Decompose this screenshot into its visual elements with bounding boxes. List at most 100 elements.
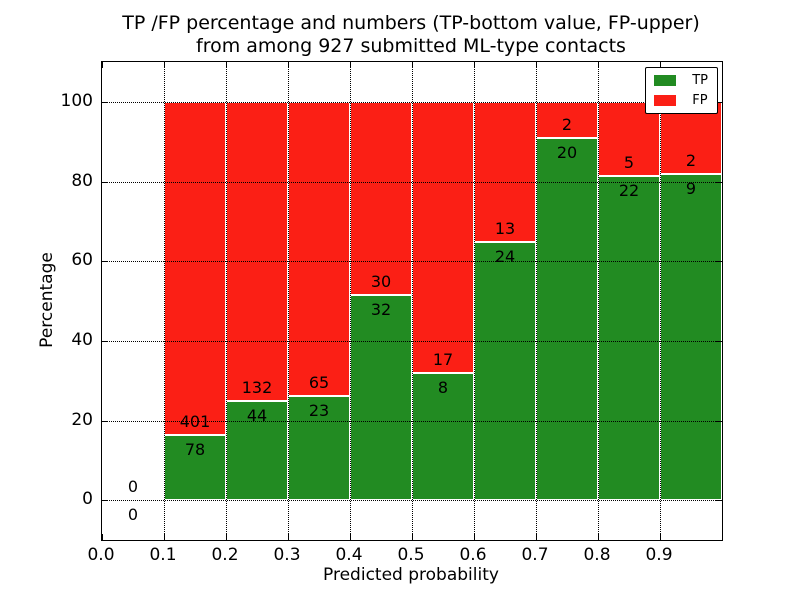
- bar-segment-tp: [474, 241, 536, 501]
- x-tick-mark-top: [102, 62, 103, 68]
- x-tick-mark: [474, 534, 475, 540]
- y-tick-label: 0: [82, 489, 93, 510]
- x-tick-label: 0.2: [211, 545, 239, 565]
- fp-count-label: 0: [127, 477, 139, 497]
- bar-segment-fp: [288, 101, 350, 397]
- chart-title-line2: from among 927 submitted ML-type contact…: [196, 35, 626, 57]
- x-tick-label: 0.5: [397, 545, 425, 565]
- bars-layer: [102, 62, 722, 540]
- tp-count-label: 78: [184, 440, 206, 460]
- x-tick-mark: [288, 534, 289, 540]
- x-tick-mark: [164, 534, 165, 540]
- legend-label-tp: TP: [692, 73, 708, 88]
- y-tick-mark: [102, 261, 108, 263]
- x-tick-label: 0.3: [273, 545, 301, 565]
- x-tick-label: 0.0: [87, 545, 115, 565]
- bar-labels-layer: 0 0 401 78 132 44 65 23 30 32 17 8 13 24 2 20 5 22 2 9: [102, 62, 722, 540]
- x-tick-mark: [660, 534, 661, 540]
- bar-segment-tp: [660, 174, 722, 501]
- fp-count-label: 132: [241, 377, 273, 397]
- v-gridline: [536, 62, 537, 540]
- x-tick-label: 0.1: [149, 545, 177, 565]
- fp-count-label: 401: [179, 412, 211, 432]
- y-tick-mark-right: [716, 261, 722, 263]
- fp-count-label: 2: [685, 151, 697, 171]
- y-tick-mark-right: [716, 340, 722, 342]
- x-tick-label: 0.8: [583, 545, 611, 565]
- y-tick-mark: [102, 500, 108, 502]
- y-tick-label: 20: [71, 409, 93, 430]
- fp-color-swatch: [654, 95, 677, 106]
- y-tick-mark: [102, 420, 108, 422]
- x-axis-label: Predicted probability: [323, 565, 499, 585]
- tp-count-label: 32: [370, 299, 392, 319]
- v-gridline: [226, 62, 227, 540]
- bar-segment-fp: [164, 101, 226, 436]
- ticks-layer: [102, 62, 722, 540]
- y-tick-mark: [102, 181, 108, 183]
- v-gridline: [350, 62, 351, 540]
- x-tick-mark-top: [226, 62, 227, 68]
- fp-count-label: 5: [623, 152, 635, 172]
- y-tick-label: 60: [71, 250, 93, 271]
- v-gridline: [288, 62, 289, 540]
- x-tick-mark-top: [350, 62, 351, 68]
- v-gridline: [660, 62, 661, 540]
- y-tick-mark-right: [716, 500, 722, 502]
- fp-count-label: 17: [432, 349, 454, 369]
- fp-count-label: 13: [494, 218, 516, 238]
- bar-segment-fp: [536, 101, 598, 139]
- y-tick-label: 100: [60, 90, 93, 111]
- bar-segment-fp: [226, 101, 288, 401]
- legend: TP FP: [645, 67, 718, 114]
- x-tick-mark: [102, 534, 103, 540]
- tp-count-label: 20: [556, 143, 578, 163]
- grid-layer: [102, 62, 722, 540]
- y-axis-label: Percentage: [37, 252, 57, 348]
- v-gridline: [412, 62, 413, 540]
- tp-count-label: 22: [618, 180, 640, 200]
- tp-count-label: 9: [685, 179, 697, 199]
- tp-count-label: 24: [494, 246, 516, 266]
- x-tick-mark-top: [412, 62, 413, 68]
- v-gridline: [598, 62, 599, 540]
- y-tick-label: 80: [71, 170, 93, 191]
- x-tick-mark-top: [660, 62, 661, 68]
- fp-count-label: 2: [561, 115, 573, 135]
- fp-count-label: 65: [308, 373, 330, 393]
- x-tick-mark: [412, 534, 413, 540]
- v-gridline: [474, 62, 475, 540]
- x-tick-mark: [350, 534, 351, 540]
- x-tick-mark-top: [164, 62, 165, 68]
- x-tick-mark-top: [288, 62, 289, 68]
- fp-count-label: 30: [370, 271, 392, 291]
- bar-segment-tp: [164, 435, 226, 501]
- tp-color-swatch: [654, 75, 677, 86]
- plot-area: 0 0 401 78 132 44 65 23 30 32 17 8 13 24 2 20 5 22 2 9 TP F…: [101, 61, 723, 541]
- y-tick-label: 40: [71, 329, 93, 350]
- x-tick-mark: [536, 534, 537, 540]
- x-tick-mark: [598, 534, 599, 540]
- legend-entry-fp: FP: [654, 94, 708, 107]
- x-tick-mark-top: [536, 62, 537, 68]
- tp-count-label: 44: [246, 405, 268, 425]
- v-gridline: [164, 62, 165, 540]
- x-tick-label: 0.7: [521, 545, 549, 565]
- legend-entry-tp: TP: [654, 74, 708, 87]
- bar-segment-fp: [412, 101, 474, 373]
- chart-title: TP /FP percentage and numbers (TP-bottom…: [101, 12, 721, 58]
- chart-title-line1: TP /FP percentage and numbers (TP-bottom…: [122, 12, 700, 34]
- bar-segment-fp: [474, 101, 536, 242]
- tp-count-label: 23: [308, 401, 330, 421]
- x-tick-label: 0.9: [645, 545, 673, 565]
- x-tick-mark-top: [474, 62, 475, 68]
- x-tick-label: 0.4: [335, 545, 363, 565]
- y-tick-mark-right: [716, 420, 722, 422]
- y-tick-mark: [102, 101, 108, 103]
- y-tick-mark-right: [716, 181, 722, 183]
- x-tick-mark: [226, 534, 227, 540]
- tp-count-label: 0: [127, 505, 139, 525]
- x-tick-label: 0.6: [459, 545, 487, 565]
- legend-label-fp: FP: [692, 93, 708, 108]
